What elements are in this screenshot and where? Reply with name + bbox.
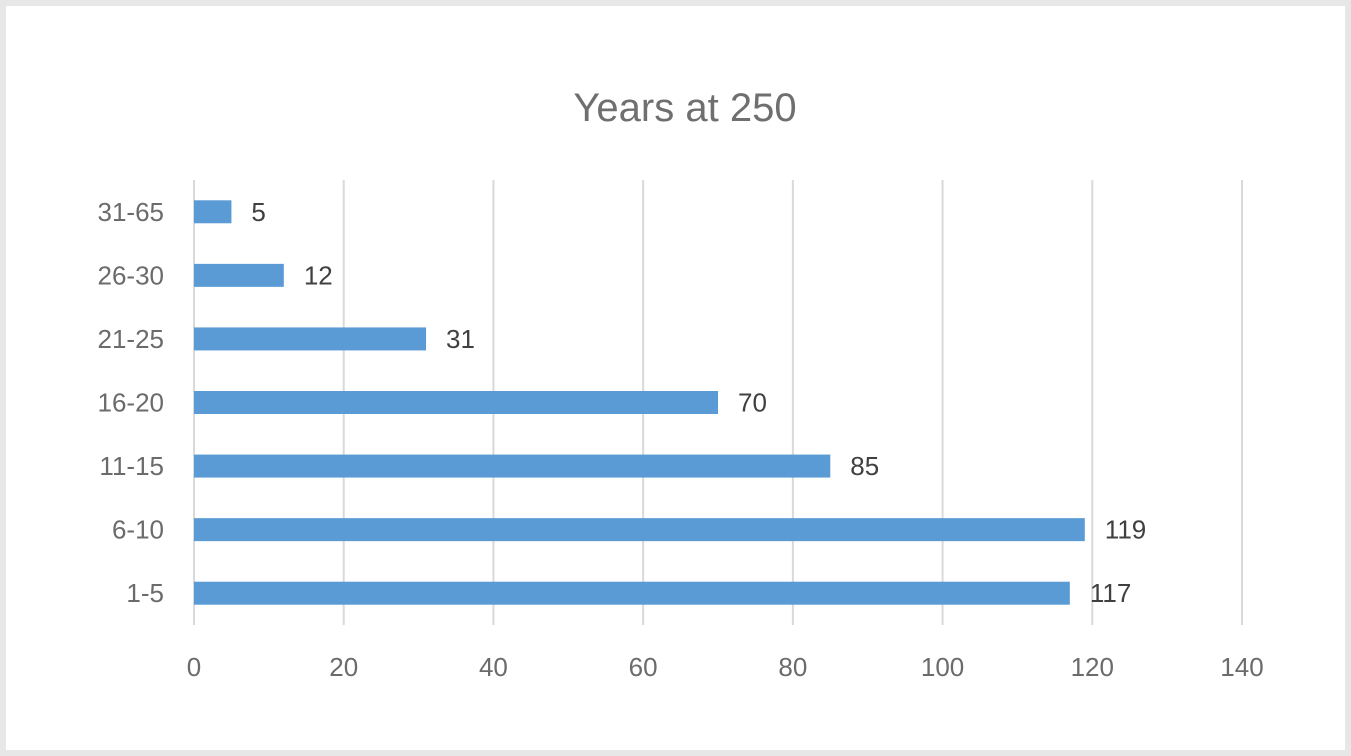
data-label: 70	[738, 388, 767, 418]
data-label: 31	[446, 324, 475, 354]
data-label: 5	[251, 197, 265, 227]
x-tick-label: 20	[329, 652, 358, 682]
category-label: 26-30	[98, 260, 165, 290]
x-tick-label: 140	[1220, 652, 1263, 682]
labels: 0 20 40 60 80 100 120 140 1-5 117 6-10 119 11-15 85 16…	[98, 197, 1264, 682]
x-tick-label: 80	[778, 652, 807, 682]
data-label: 85	[850, 451, 879, 481]
category-label: 16-20	[98, 388, 165, 418]
x-tick-label: 40	[479, 652, 508, 682]
category-label: 6-10	[112, 515, 164, 545]
bar-26-30	[194, 263, 284, 287]
x-tick-label: 120	[1071, 652, 1114, 682]
bar-11-15	[194, 454, 831, 478]
bar-6-10	[194, 518, 1085, 542]
bar-21-25	[194, 327, 427, 351]
x-tick-label: 60	[629, 652, 658, 682]
bar-31-65	[194, 200, 232, 224]
chart-card: Years at 250 0 20 40 60 80 100 120 140 1-5 117 6-1…	[6, 6, 1345, 750]
x-tick-label: 0	[187, 652, 201, 682]
bar-chart: Years at 250 0 20 40 60 80 100 120 140 1-5 117 6-1…	[98, 86, 1264, 682]
bars	[194, 200, 1085, 605]
bar-1-5	[194, 581, 1070, 605]
category-label: 1-5	[126, 578, 164, 608]
data-label: 117	[1090, 578, 1131, 608]
bar-16-20	[194, 391, 718, 414]
x-tick-label: 100	[921, 652, 964, 682]
category-label: 11-15	[99, 451, 164, 481]
category-label: 31-65	[98, 197, 165, 227]
data-label: 12	[304, 260, 333, 290]
chart-title: Years at 250	[573, 86, 796, 130]
data-label: 119	[1105, 515, 1146, 545]
category-label: 21-25	[98, 324, 165, 354]
